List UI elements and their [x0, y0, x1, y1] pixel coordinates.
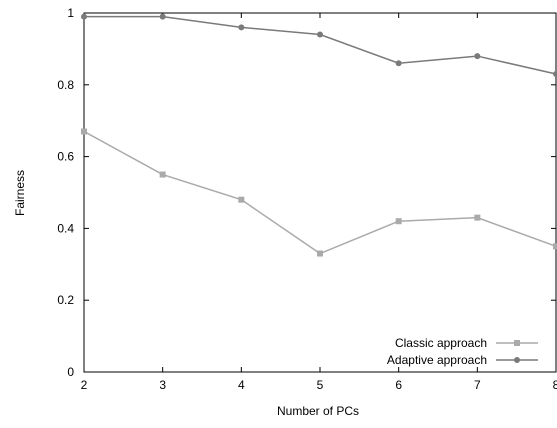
legend-item: Classic approach [395, 336, 538, 350]
data-point [317, 250, 323, 257]
series-adaptive-approach [81, 13, 557, 78]
data-point [395, 218, 402, 225]
legend-item: Adaptive approach [387, 353, 538, 367]
x-axis-title: Number of PCs [277, 404, 359, 418]
data-point [553, 71, 557, 78]
y-tick-label: 0.6 [57, 150, 74, 164]
data-point [474, 53, 481, 60]
data-point [474, 214, 481, 221]
x-tick-label: 5 [317, 378, 324, 392]
data-point [81, 13, 87, 20]
legend: Classic approach Adaptive approach [387, 336, 538, 367]
y-tick-label: 0 [67, 365, 74, 379]
y-tick-label: 0.4 [57, 221, 74, 235]
x-tick-label: 2 [81, 378, 88, 392]
series-layer [81, 13, 557, 257]
legend-label: Classic approach [395, 336, 487, 350]
x-tick-label: 8 [553, 378, 557, 392]
series-line [83, 130, 557, 255]
legend-marker [514, 340, 520, 346]
data-point [317, 31, 323, 38]
legend-marker [514, 357, 520, 363]
data-point [395, 60, 402, 67]
data-point [238, 196, 245, 203]
y-axis-title: Fairness [13, 170, 27, 216]
y-tick-label: 0.8 [57, 78, 74, 92]
plot-area: 2 3 4 5 6 7 8 0 0.2 0.4 0.6 0.8 1 [57, 6, 557, 392]
legend-label: Adaptive approach [387, 353, 487, 367]
data-point [159, 171, 166, 178]
data-point [238, 24, 245, 31]
x-tick-label: 6 [395, 378, 402, 392]
data-point [81, 128, 87, 135]
plot-frame [83, 12, 557, 373]
series-classic-approach [81, 128, 557, 257]
data-point [159, 13, 166, 20]
x-tick-label: 4 [238, 378, 245, 392]
y-tick-label: 1 [67, 6, 74, 20]
x-tick-label: 3 [159, 378, 166, 392]
series-line [84, 15, 557, 75]
x-tick-label: 7 [474, 378, 481, 392]
y-tick-label: 0.2 [57, 293, 74, 307]
data-point [553, 243, 557, 250]
